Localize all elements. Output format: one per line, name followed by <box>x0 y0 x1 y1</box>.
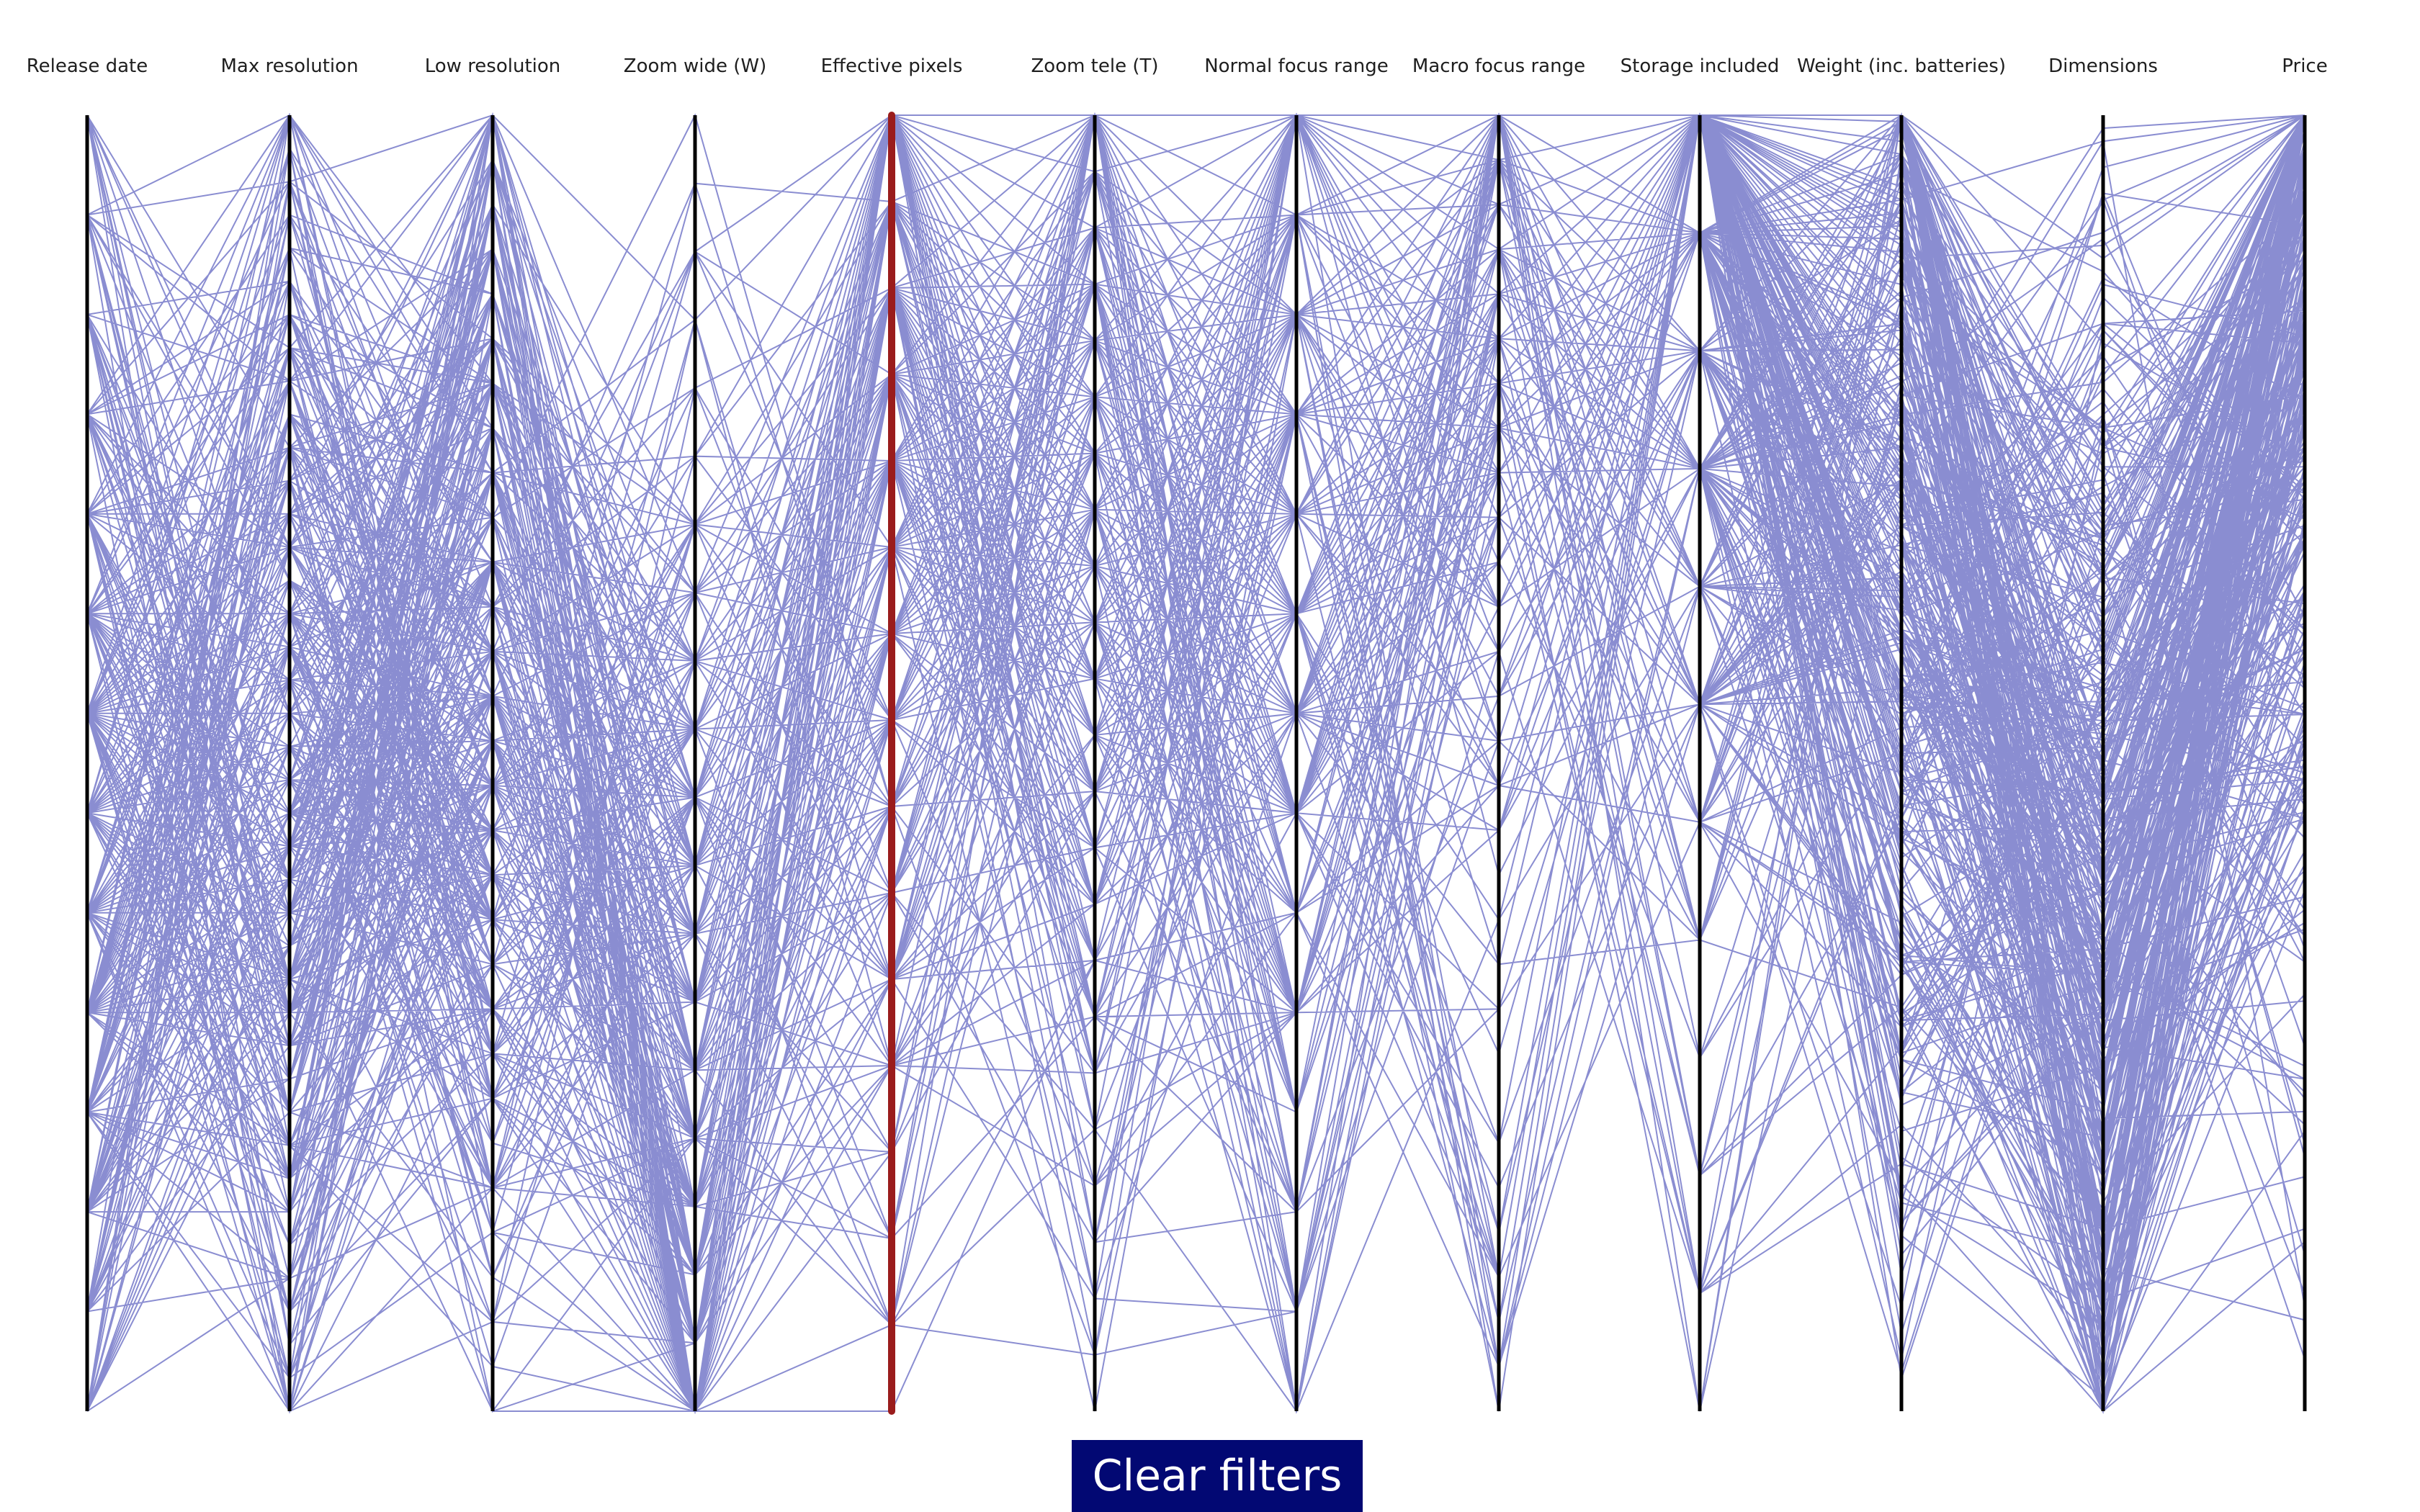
axis-label[interactable]: Low resolution <box>424 55 561 77</box>
clear-filters-button[interactable]: Clear filters <box>1072 1440 1363 1512</box>
axes <box>85 112 2307 1415</box>
axis-label[interactable]: Storage included <box>1620 55 1780 77</box>
axis-label[interactable]: Zoom wide (W) <box>623 55 767 77</box>
axis-label[interactable]: Price <box>2282 55 2328 77</box>
axis-label[interactable]: Release date <box>26 55 148 77</box>
axis-label[interactable]: Normal focus range <box>1204 55 1389 77</box>
axis-label[interactable]: Macro focus range <box>1412 55 1586 77</box>
axis-label[interactable]: Zoom tele (T) <box>1031 55 1159 77</box>
record-lines <box>86 112 2305 1414</box>
parallel-coordinates-chart[interactable] <box>0 0 2420 1433</box>
data-lines <box>86 112 2305 1414</box>
axis-label[interactable]: Dimensions <box>2048 55 2158 77</box>
axis-label[interactable]: Effective pixels <box>820 55 963 77</box>
axis-label[interactable]: Weight (inc. batteries) <box>1797 55 2006 77</box>
axis-label[interactable]: Max resolution <box>220 55 359 77</box>
